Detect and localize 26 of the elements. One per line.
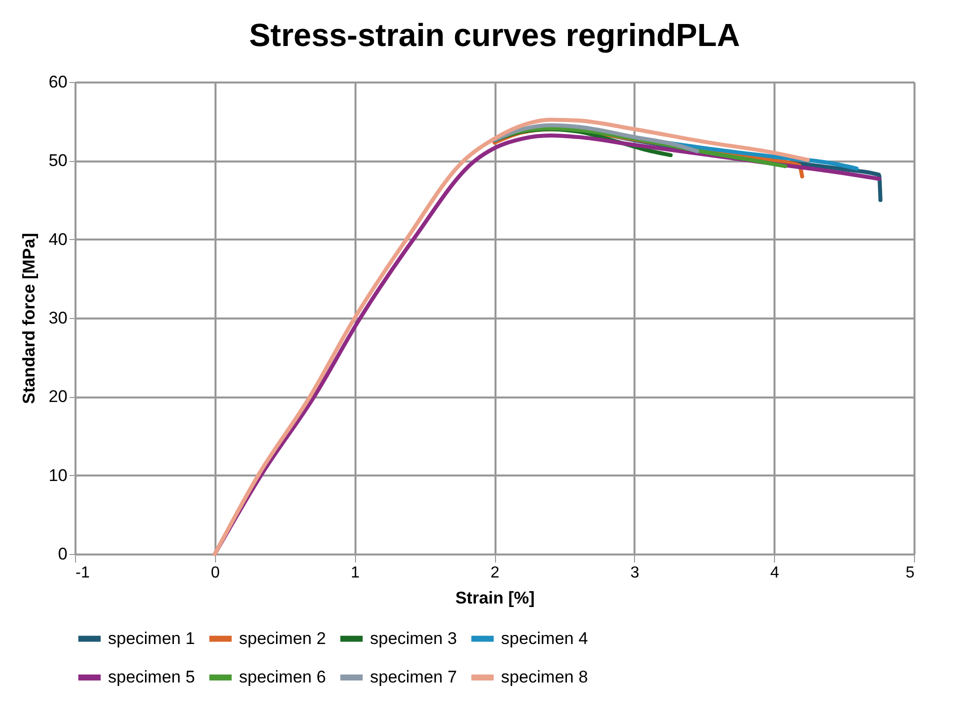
- legend-label: specimen 1: [108, 628, 195, 648]
- x-tick-label: 4: [770, 564, 780, 582]
- y-tick-label: 40: [48, 230, 68, 249]
- y-tick-label: 60: [48, 72, 68, 92]
- y-tick-label: 10: [48, 466, 68, 485]
- x-tick-label: 1: [350, 564, 360, 582]
- y-axis-title: Standard force [MPa]: [20, 233, 39, 404]
- x-tick-label: -1: [76, 564, 90, 582]
- x-axis-title: Strain [%]: [455, 588, 535, 608]
- legend-label: specimen 6: [239, 668, 326, 686]
- legend-label: specimen 4: [501, 628, 588, 648]
- legend-label: specimen 5: [108, 668, 195, 686]
- x-tick-label: 0: [210, 564, 220, 582]
- legend-label: specimen 7: [370, 668, 457, 686]
- x-tick-label: 3: [630, 564, 640, 582]
- line-series: [492, 123, 700, 154]
- legend-label: specimen 3: [370, 628, 457, 648]
- y-tick-label: 0: [58, 544, 68, 564]
- x-tick-label: 2: [490, 564, 500, 582]
- legend-label: specimen 8: [501, 668, 588, 686]
- y-tick-label: 50: [48, 151, 68, 170]
- x-tick-label: 5: [906, 564, 915, 582]
- y-tick-label: 30: [48, 308, 68, 328]
- y-tick-label: 20: [48, 387, 68, 406]
- legend-label: specimen 2: [239, 628, 326, 648]
- chart-title: Stress-strain curves regrindPLA: [249, 17, 740, 53]
